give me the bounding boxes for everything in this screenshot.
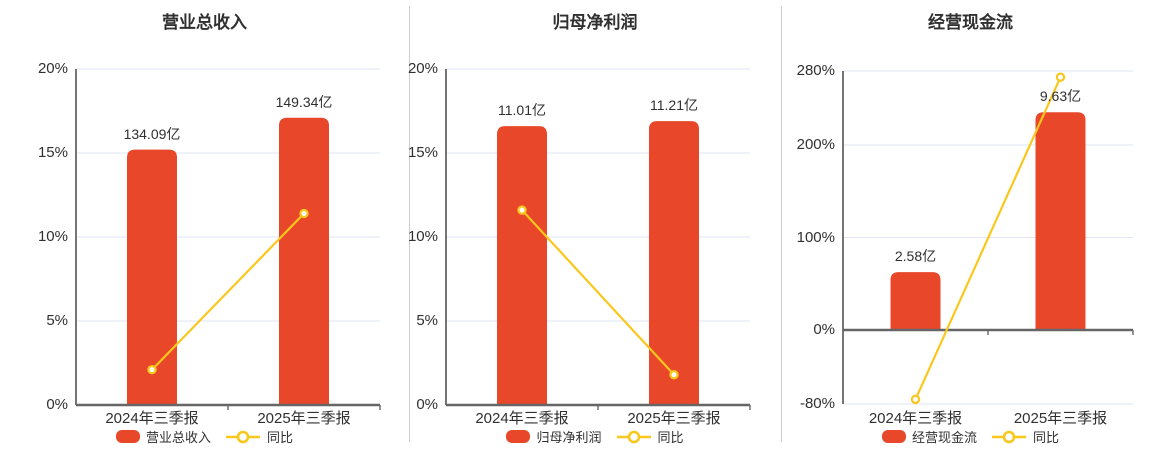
legend-line-label: 同比 (267, 430, 294, 445)
yoy-line-marker (299, 208, 309, 219)
bar-2025年三季报 (649, 121, 699, 405)
legend-item-line-series[interactable]: 同比 (616, 427, 684, 446)
panel-separator (409, 6, 410, 442)
chart-legend: 归母净利润 同比 (409, 427, 781, 446)
bar-2025年三季报 (279, 117, 329, 405)
chart-title: 营业总收入 (162, 13, 247, 32)
chart-panel-operating-cash-flow: 经营现金流 -80% 0% 100% 200% 280% 2.58亿 9.63亿 2024年三… (781, 0, 1160, 450)
bar-2024年三季报 (497, 126, 547, 406)
line-marker-icon (992, 430, 1026, 443)
legend-item-line-series[interactable]: 同比 (225, 427, 293, 446)
chart-title: 经营现金流 (928, 13, 1013, 32)
legend-line-label: 同比 (1033, 430, 1060, 445)
chart-plot-canvas (445, 68, 751, 410)
yoy-line-marker (669, 370, 679, 380)
legend-item-line-series[interactable]: 同比 (991, 427, 1059, 446)
bar-2024年三季报 (127, 149, 177, 405)
chart-plot-canvas (75, 68, 381, 410)
line-marker-icon (226, 430, 260, 443)
chart-plot-canvas (842, 70, 1134, 405)
legend-item-bar-series[interactable]: 经营现金流 (881, 427, 977, 446)
chart-legend: 经营现金流 同比 (781, 427, 1160, 446)
yoy-line-marker (147, 365, 157, 375)
chart-panel-total-revenue: 营业总收入 0% 5% 10% 15% 20% 134.09亿 149.34亿 2024年三季… (0, 0, 409, 450)
line-marker-icon (616, 430, 651, 443)
panel-separator (781, 6, 782, 442)
legend-item-bar-series[interactable]: 营业总收入 (115, 427, 211, 446)
yoy-line-marker (517, 205, 527, 215)
bar-2025年三季报 (1035, 112, 1086, 330)
chart-legend: 营业总收入 同比 (0, 427, 409, 446)
legend-item-bar-series[interactable]: 归母净利润 (506, 427, 602, 446)
yoy-line (151, 212, 305, 371)
bar-swatch-icon (881, 430, 906, 443)
bar-swatch-icon (115, 430, 140, 443)
bar-2024年三季报 (890, 272, 941, 330)
legend-bar-label: 营业总收入 (145, 430, 211, 445)
yoy-line-marker (910, 394, 921, 405)
chart-panel-net-profit: 归母净利润 0% 5% 10% 15% 20% 11.01亿 11.21亿 2024年三季报 2… (408, 0, 781, 450)
legend-bar-label: 经营现金流 (911, 430, 977, 445)
yoy-line-marker (1055, 72, 1066, 82)
yoy-line (914, 76, 1062, 400)
legend-bar-label: 归母净利润 (536, 430, 602, 445)
bar-swatch-icon (506, 430, 531, 443)
legend-line-label: 同比 (657, 430, 684, 445)
yoy-line (521, 209, 675, 376)
chart-title: 归母净利润 (552, 13, 638, 32)
